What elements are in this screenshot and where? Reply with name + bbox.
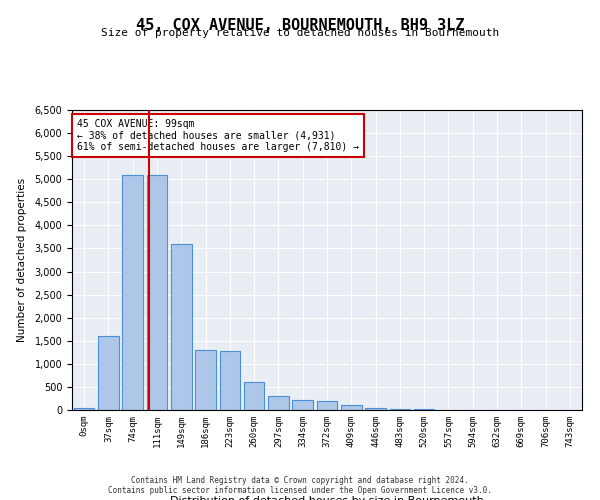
- Text: Contains HM Land Registry data © Crown copyright and database right 2024.
Contai: Contains HM Land Registry data © Crown c…: [108, 476, 492, 495]
- Bar: [220, 351, 240, 410]
- Bar: [268, 396, 289, 410]
- Bar: [244, 382, 265, 410]
- Bar: [341, 406, 362, 410]
- Bar: [292, 400, 313, 410]
- Bar: [195, 350, 216, 410]
- Bar: [365, 408, 386, 410]
- Bar: [146, 174, 167, 410]
- Text: 45 COX AVENUE: 99sqm
← 38% of detached houses are smaller (4,931)
61% of semi-de: 45 COX AVENUE: 99sqm ← 38% of detached h…: [77, 119, 359, 152]
- Bar: [122, 174, 143, 410]
- Y-axis label: Number of detached properties: Number of detached properties: [17, 178, 28, 342]
- Text: 45, COX AVENUE, BOURNEMOUTH, BH9 3LZ: 45, COX AVENUE, BOURNEMOUTH, BH9 3LZ: [136, 18, 464, 32]
- Bar: [171, 244, 191, 410]
- Bar: [74, 408, 94, 410]
- Bar: [389, 409, 410, 410]
- Text: Size of property relative to detached houses in Bournemouth: Size of property relative to detached ho…: [101, 28, 499, 38]
- X-axis label: Distribution of detached houses by size in Bournemouth: Distribution of detached houses by size …: [170, 496, 484, 500]
- Bar: [98, 336, 119, 410]
- Bar: [317, 401, 337, 410]
